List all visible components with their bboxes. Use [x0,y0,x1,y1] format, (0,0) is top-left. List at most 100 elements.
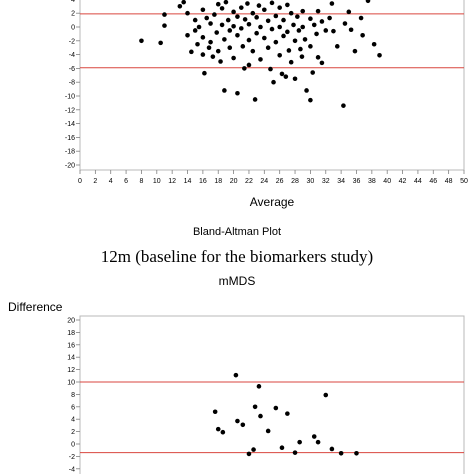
data-point [329,446,335,452]
data-point [292,38,298,44]
data-point [262,35,267,41]
data-point [265,428,271,434]
data-point [288,59,294,65]
data-point [314,31,319,37]
top-plot: 420-2-4-6-8-10-12-14-16-18-20 0 2 4 6 8 10 12 1… [65,0,468,209]
y-tick-label: 0 [71,442,75,449]
data-point [265,18,271,24]
data-point [315,55,321,60]
y-tick-label: 4 [71,417,75,424]
data-point [214,30,220,35]
x-tick-label: 40 [383,178,391,185]
x-tick-label: 18 [214,178,222,185]
data-point [254,30,259,36]
x-tick-label: 48 [445,178,453,185]
data-point [206,45,212,50]
y-tick-label: 4 [71,0,75,4]
data-point [227,45,233,50]
data-point [246,451,252,457]
y-tick-label: -4 [69,466,75,473]
y-tick-label: 16 [67,342,75,349]
bottom-chart-measure: mMDS [219,274,256,288]
x-tick-label: 6 [124,178,128,185]
data-point [242,17,248,22]
data-point [341,103,346,108]
data-point [181,0,186,5]
data-point [200,35,206,40]
data-point [245,1,250,6]
y-tick-label: 2 [71,11,75,18]
bottom-chart-title: Bland-Altman Plot [193,226,281,238]
x-tick-label: 46 [429,178,437,185]
data-point [292,450,298,455]
y-tick-label: -14 [65,121,75,128]
data-point [185,10,190,16]
data-point [223,0,229,5]
data-point [242,66,247,71]
data-point [338,451,344,456]
y-tick-label: -10 [65,94,75,101]
y-tick-label: 6 [71,404,75,411]
data-point [346,9,352,15]
top-x-axis-label: Average [250,195,295,209]
data-point [192,17,198,23]
data-point [348,27,354,33]
data-point [258,24,263,30]
top-x-axis: 0 2 4 6 8 10 12 14 16 18 20 22 24 26 28 30 32 34 36 38 40 42 4… [78,170,468,185]
data-point [323,392,329,398]
data-point [258,413,263,419]
data-point [297,439,302,445]
top-reference-lines [80,13,464,69]
data-point [331,28,336,34]
data-point [235,90,240,96]
data-point [254,15,259,20]
data-point [308,44,313,49]
data-point [258,57,263,62]
data-point [139,38,144,44]
bottom-reference-lines [80,381,464,454]
bottom-chart-subtitle: 12m (baseline for the biomarkers study) [101,247,373,266]
y-tick-label: -18 [65,149,75,156]
data-point [298,46,303,52]
data-point [200,7,206,13]
y-tick-label: 18 [67,330,75,337]
x-tick-label: 0 [78,178,82,185]
data-point [308,16,313,22]
x-tick-label: 28 [291,178,299,185]
data-point [262,7,267,13]
data-point [252,404,258,410]
data-point [215,1,221,7]
top-plot-frame [79,0,465,171]
data-point [286,48,292,53]
data-point [358,15,364,21]
data-point [352,48,358,54]
data-point [210,54,216,59]
data-point [192,28,198,33]
x-tick-label: 10 [153,178,161,185]
data-point [281,17,286,23]
data-point [240,422,246,428]
y-tick-label: 0 [71,25,75,32]
data-point [334,44,340,49]
data-point [231,9,236,15]
data-point [285,411,290,416]
data-point [288,10,294,16]
data-point [212,12,217,17]
data-point [311,434,317,439]
data-point [295,14,300,19]
data-point [240,44,246,49]
data-point [208,39,213,45]
data-point [319,60,325,66]
data-point [268,66,273,72]
data-point [202,70,207,76]
data-point [235,14,240,19]
data-point [273,13,279,19]
y-tick-label: 14 [67,355,75,362]
y-tick-label: 12 [67,367,75,374]
x-tick-label: 32 [322,178,330,185]
data-point [196,24,202,30]
x-tick-label: 26 [276,178,284,185]
x-tick-label: 44 [414,178,422,185]
